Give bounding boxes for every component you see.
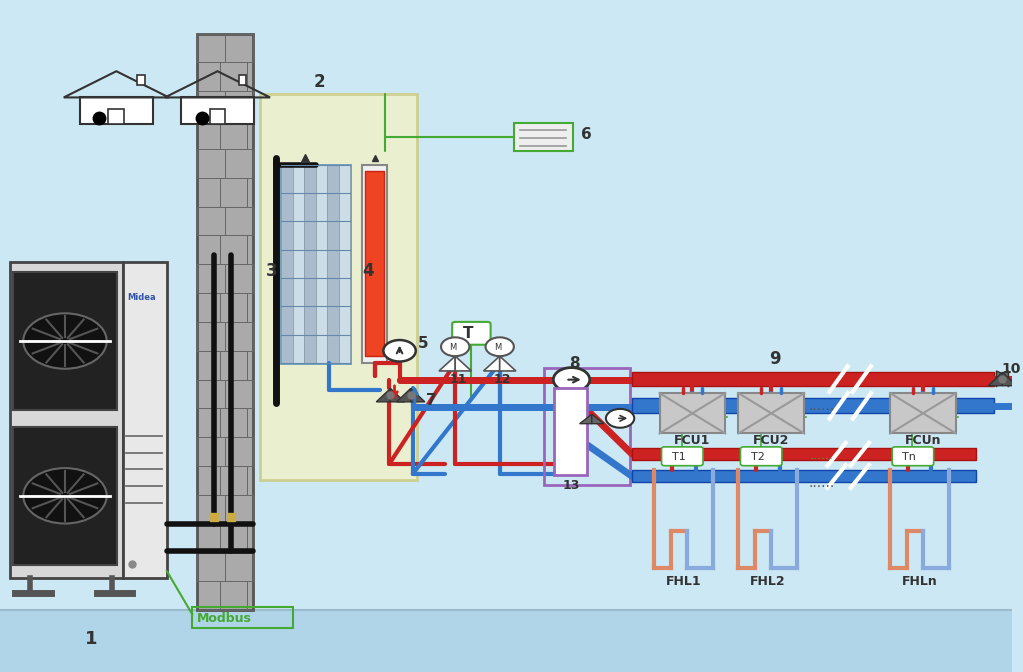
Bar (137, 75, 145, 85)
Bar (339, 165, 350, 363)
Bar (80, 97, 153, 124)
Bar (632, 398, 994, 413)
Polygon shape (1003, 372, 1017, 386)
Bar (10, 262, 123, 578)
Text: 5: 5 (417, 336, 429, 351)
Bar (281, 165, 293, 363)
Bar (181, 97, 255, 124)
Text: FCU1: FCU1 (674, 433, 711, 446)
Text: FCUn: FCUn (904, 433, 941, 446)
Bar (362, 165, 388, 363)
Text: ......: ...... (809, 449, 834, 462)
Text: 2: 2 (314, 73, 325, 91)
Polygon shape (410, 388, 425, 402)
Bar (365, 171, 385, 356)
Bar (890, 393, 955, 433)
Text: FHL1: FHL1 (666, 575, 702, 587)
Text: T2: T2 (751, 452, 764, 462)
Bar (0, 610, 1012, 672)
Text: ......: ...... (808, 476, 835, 490)
Bar (544, 368, 630, 485)
Polygon shape (996, 371, 1003, 387)
Bar (632, 448, 976, 460)
Bar (192, 607, 294, 628)
Polygon shape (455, 356, 472, 371)
Text: 13: 13 (563, 479, 580, 492)
Circle shape (384, 340, 415, 362)
Bar (316, 165, 327, 363)
Polygon shape (439, 356, 455, 371)
Bar (632, 470, 976, 482)
Bar (238, 75, 247, 85)
Polygon shape (1003, 371, 1009, 387)
Circle shape (441, 337, 470, 356)
Text: 8: 8 (570, 356, 580, 371)
Bar (260, 94, 416, 480)
FancyBboxPatch shape (892, 447, 934, 466)
Bar (554, 388, 587, 475)
Bar (327, 165, 339, 363)
Text: 3: 3 (266, 261, 277, 280)
Bar (13, 271, 117, 411)
Text: Tn: Tn (902, 452, 917, 462)
Bar (660, 393, 725, 433)
Text: FHLn: FHLn (901, 575, 937, 587)
Text: FCU2: FCU2 (753, 433, 790, 446)
Bar (108, 109, 124, 124)
Text: 10: 10 (1002, 362, 1021, 376)
Text: M: M (449, 343, 456, 352)
Text: 4: 4 (362, 261, 373, 280)
Text: 1: 1 (85, 630, 97, 648)
Text: FHL2: FHL2 (750, 575, 786, 587)
Text: 12: 12 (494, 373, 512, 386)
Text: 7: 7 (426, 392, 437, 407)
Text: 6: 6 (581, 127, 591, 142)
Bar (293, 165, 304, 363)
Bar (210, 109, 225, 124)
Polygon shape (580, 414, 591, 424)
FancyBboxPatch shape (662, 447, 703, 466)
Circle shape (486, 337, 514, 356)
Bar (739, 393, 804, 433)
FancyBboxPatch shape (741, 447, 782, 466)
Polygon shape (484, 356, 499, 371)
Bar (304, 165, 316, 363)
Polygon shape (391, 388, 405, 402)
Bar (632, 372, 994, 386)
Polygon shape (988, 372, 1003, 386)
FancyBboxPatch shape (452, 322, 491, 345)
Text: ......: ...... (808, 399, 835, 413)
Circle shape (553, 368, 589, 392)
Polygon shape (591, 414, 604, 424)
Text: M: M (494, 343, 501, 352)
Text: T: T (463, 326, 474, 341)
Text: Modbus: Modbus (197, 612, 252, 624)
Circle shape (606, 409, 634, 428)
Text: T1: T1 (672, 452, 685, 462)
Bar (197, 34, 253, 610)
Circle shape (24, 468, 106, 523)
Bar (123, 262, 167, 578)
Circle shape (24, 313, 106, 369)
Polygon shape (397, 388, 410, 402)
Bar (281, 165, 350, 363)
Bar (13, 427, 117, 565)
Text: 9: 9 (768, 350, 781, 368)
Text: 11: 11 (449, 373, 466, 386)
Polygon shape (499, 356, 516, 371)
Text: Midea: Midea (128, 293, 157, 302)
Polygon shape (376, 388, 391, 402)
Bar (514, 123, 573, 151)
